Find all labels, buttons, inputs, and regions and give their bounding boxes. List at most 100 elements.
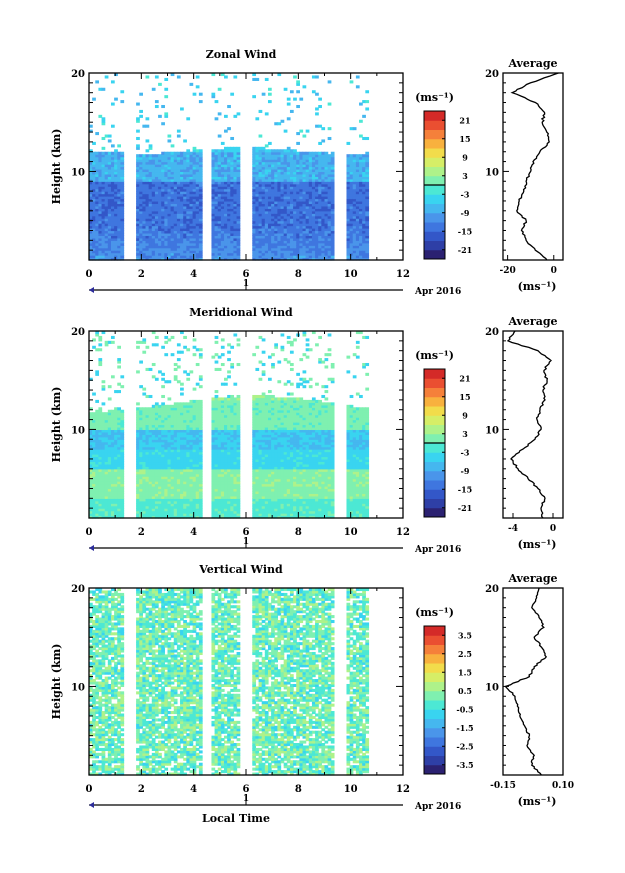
zonal-profile-frame	[502, 72, 564, 261]
zonal-ylabel: Height (km)	[50, 129, 63, 205]
meridional-profile-xlabel: (ms⁻¹)	[518, 538, 557, 551]
meridional-day-label: 1	[243, 537, 249, 547]
meridional-profile-ytick: 10	[485, 425, 499, 436]
zonal-ytick-label: 20	[71, 69, 85, 80]
meridional-heatmap	[89, 331, 370, 519]
vertical-colorbar-swatch	[424, 653, 445, 664]
vertical-colorbar-tick: -1.5	[456, 723, 473, 733]
meridional-colorbar-swatch	[424, 480, 445, 490]
zonal-title: Zonal Wind	[206, 48, 277, 61]
vertical-colorbar-swatch	[424, 690, 445, 701]
meridional-colorbar-swatch	[424, 461, 445, 472]
meridional-profile-line	[506, 330, 552, 519]
vertical-xtick-label: 4	[190, 784, 197, 795]
zonal-xtick-label: 8	[295, 269, 302, 280]
zonal-colorbar-tick: 3	[462, 171, 468, 181]
zonal-profile-ytick: 10	[485, 167, 499, 178]
vertical-profile-line	[504, 587, 548, 776]
meridional-colorbar-swatch	[424, 489, 445, 499]
meridional-colorbar-swatch	[424, 396, 445, 407]
meridional-profile-xtick: -4	[508, 524, 518, 534]
vertical-ytick-label: 10	[71, 682, 85, 693]
zonal-profile-ytick: 20	[485, 69, 499, 80]
vertical-colorbar-swatch	[424, 644, 445, 655]
vertical-profile-ytick: 20	[485, 584, 499, 595]
zonal-colorbar-swatch	[424, 222, 445, 232]
zonal-ytick-label: 10	[71, 167, 85, 178]
vertical-colorbar-tick: -2.5	[456, 741, 473, 751]
meridional-colorbar-swatch	[424, 387, 445, 398]
meridional-profile-frame	[502, 330, 564, 519]
meridional-colorbar-tick: 15	[459, 392, 470, 402]
meridional-colorbar-swatch	[424, 433, 445, 444]
meridional-colorbar-unit: (ms⁻¹)	[415, 349, 454, 362]
zonal-profile-title: Average	[507, 57, 557, 70]
meridional-ylabel: Height (km)	[50, 387, 63, 463]
meridional-colorbar-tick: -21	[458, 503, 472, 513]
meridional-xtick-label: 12	[396, 527, 410, 538]
vertical-colorbar-swatch	[424, 672, 445, 682]
zonal-colorbar-swatch	[424, 240, 445, 251]
meridional-colorbar-swatch	[424, 424, 445, 435]
vertical-panel: Vertical Wind 0 2 4 6 8 10 12 10 20 Height (km) 1 Ap…	[50, 563, 574, 825]
zonal-colorbar-unit: (ms⁻¹)	[415, 91, 454, 104]
vertical-day-label: 1	[243, 794, 249, 804]
meridional-colorbar-tick: -3	[461, 447, 470, 457]
vertical-colorbar-tick: -0.5	[456, 704, 473, 714]
vertical-profile-xlabel: (ms⁻¹)	[518, 795, 557, 808]
vertical-colorbar-swatch	[424, 681, 445, 692]
meridional-profile-xtick: 0	[550, 524, 556, 534]
meridional-date-label: Apr 2016	[414, 545, 461, 555]
vertical-colorbar-tick: 0.5	[458, 686, 472, 696]
vertical-profile-xtick: -0.15	[490, 781, 516, 791]
vertical-profile-xtick: 0.10	[552, 781, 574, 791]
zonal-profile-line	[510, 72, 559, 261]
zonal-profile-xlabel: (ms⁻¹)	[518, 280, 557, 293]
x-axis-label: Local Time	[202, 812, 270, 825]
zonal-xtick-label: 0	[86, 269, 93, 280]
vertical-date-label: Apr 2016	[414, 802, 461, 812]
meridional-colorbar-tick: 3	[462, 429, 468, 439]
zonal-colorbar-tick: 9	[462, 152, 468, 162]
zonal-xtick-label: 4	[190, 269, 197, 280]
zonal-colorbar-tick: -9	[461, 208, 470, 218]
vertical-colorbar-unit: (ms⁻¹)	[415, 606, 454, 619]
vertical-colorbar-swatch	[424, 718, 445, 729]
meridional-colorbar-tick: 9	[462, 410, 468, 420]
vertical-colorbar-swatch	[424, 737, 445, 747]
vertical-heatmap	[89, 588, 370, 776]
zonal-colorbar-swatch	[424, 231, 445, 241]
zonal-heatmap	[89, 73, 370, 261]
zonal-colorbar-tick: -15	[458, 226, 472, 236]
vertical-colorbar-swatch	[424, 663, 445, 673]
zonal-colorbar-swatch	[424, 185, 445, 195]
meridional-xtick-label: 2	[138, 527, 145, 538]
vertical-colorbar-tick: 3.5	[458, 630, 472, 640]
vertical-colorbar-swatch	[424, 700, 445, 710]
meridional-xtick-label: 4	[190, 527, 197, 538]
meridional-colorbar-tick: -9	[461, 466, 470, 476]
zonal-colorbar-swatch	[424, 157, 445, 167]
zonal-xtick-label: 12	[396, 269, 410, 280]
meridional-xtick-label: 0	[86, 527, 93, 538]
vertical-ytick-label: 20	[71, 584, 85, 595]
zonal-colorbar-swatch	[424, 138, 445, 149]
meridional-colorbar-swatch	[424, 369, 445, 379]
vertical-xtick-label: 0	[86, 784, 93, 795]
vertical-ylabel: Height (km)	[50, 644, 63, 720]
vertical-xtick-label: 8	[295, 784, 302, 795]
zonal-colorbar-tick: -21	[458, 245, 472, 255]
zonal-colorbar-swatch	[424, 120, 445, 130]
zonal-day-label: 1	[243, 279, 249, 289]
zonal-colorbar-tick: 15	[459, 134, 470, 144]
meridional-profile-ytick: 20	[485, 327, 499, 338]
meridional-colorbar-swatch	[424, 406, 445, 416]
zonal-colorbar-swatch	[424, 203, 445, 214]
meridional-xtick-label: 8	[295, 527, 302, 538]
vertical-colorbar-swatch	[424, 635, 445, 645]
zonal-profile-xtick: -20	[499, 266, 515, 276]
meridional-colorbar-swatch	[424, 443, 445, 453]
meridional-colorbar-tick: 21	[459, 373, 470, 383]
meridional-profile-title: Average	[507, 315, 557, 328]
